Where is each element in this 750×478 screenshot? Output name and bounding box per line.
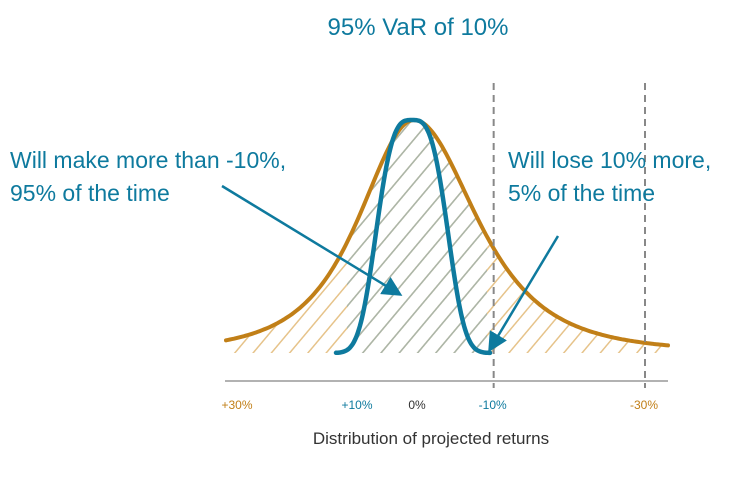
annotations: Will make more than -10%, 95% of the time… (10, 147, 711, 353)
x-tick-label: -30% (630, 398, 658, 412)
annotation-arrow (221, 184, 403, 296)
narrow-distribution-curve (333, 117, 493, 356)
x-tick-label: +30% (221, 398, 252, 412)
distribution-curves (224, 117, 670, 356)
annotation-text: 95% of the time (10, 180, 170, 206)
narrow-distribution-fill (347, 120, 487, 353)
annotation-text: 5% of the time (508, 180, 655, 206)
x-axis-label: Distribution of projected returns (313, 429, 549, 448)
annotation-arrow (488, 235, 560, 353)
annotation-text: Will make more than -10%, (10, 147, 286, 173)
x-tick-label: +10% (341, 398, 372, 412)
wide-distribution-curve (224, 117, 670, 348)
x-tick-label: -10% (479, 398, 507, 412)
chart-title: 95% VaR of 10% (328, 14, 509, 41)
x-axis-ticks: +30% +10% 0% -10% -30% (221, 398, 658, 412)
annotation-text: Will lose 10% more, (508, 147, 711, 173)
x-tick-label: 0% (408, 398, 426, 412)
